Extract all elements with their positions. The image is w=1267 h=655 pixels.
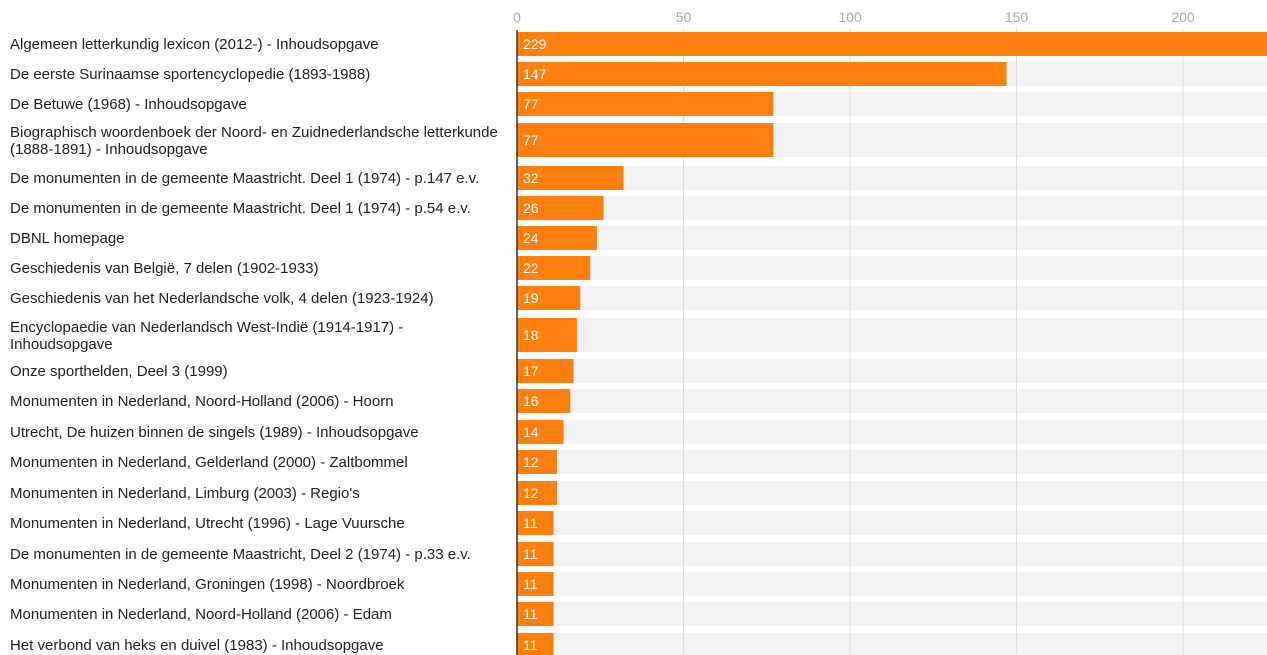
- bar-value-label: 11: [523, 637, 538, 653]
- x-tick-label: 50: [676, 9, 692, 25]
- row-background: [517, 318, 1267, 352]
- row-background: [517, 572, 1267, 596]
- category-label: Monumenten in Nederland, Noord-Holland (…: [10, 393, 394, 410]
- category-label: Geschiedenis van België, 7 delen (1902-1…: [10, 260, 319, 277]
- bar-value-label: 229: [523, 36, 547, 52]
- category-label: Monumenten in Nederland, Groningen (1998…: [10, 576, 405, 593]
- category-label: Geschiedenis van het Nederlandsche volk,…: [10, 290, 434, 307]
- category-label: Encyclopaedie van Nederlandsch West-Indi…: [10, 319, 403, 353]
- category-label: Het verbond van heks en duivel (1983) - …: [10, 637, 384, 654]
- row-background: [517, 226, 1267, 250]
- row-background: [517, 286, 1267, 310]
- bar-value-label: 12: [523, 454, 539, 470]
- x-tick-label: 100: [838, 9, 862, 25]
- x-tick-label: 0: [513, 9, 521, 25]
- bar-value-label: 26: [523, 200, 539, 216]
- bar-value-label: 77: [523, 132, 539, 148]
- category-label: De monumenten in de gemeente Maastricht,…: [10, 546, 471, 563]
- category-label: Onze sporthelden, Deel 3 (1999): [10, 363, 228, 380]
- category-label-layer: Algemeen letterkundig lexicon (2012-) - …: [10, 36, 498, 654]
- bar-value-label: 18: [523, 327, 539, 343]
- bar[interactable]: [517, 32, 1267, 56]
- category-label: De monumenten in de gemeente Maastricht.…: [10, 170, 479, 187]
- category-label: Monumenten in Nederland, Gelderland (200…: [10, 454, 408, 471]
- row-background: [517, 359, 1267, 383]
- bar[interactable]: [517, 62, 1007, 86]
- bar-value-label: 32: [523, 170, 539, 186]
- x-tick-label: 150: [1005, 9, 1029, 25]
- bar-value-label: 11: [523, 576, 538, 592]
- row-background: [517, 450, 1267, 474]
- bar-value-label: 77: [523, 96, 539, 112]
- bar[interactable]: [517, 92, 773, 116]
- bar-value-label: 19: [523, 290, 539, 306]
- bar-value-label: 147: [523, 66, 547, 82]
- row-background: [517, 511, 1267, 535]
- row-background: [517, 481, 1267, 505]
- x-tick-label: 200: [1171, 9, 1195, 25]
- row-background: [517, 602, 1267, 626]
- category-label: DBNL homepage: [10, 230, 125, 247]
- row-background: [517, 420, 1267, 444]
- bar-value-label: 11: [523, 546, 538, 562]
- category-label: Monumenten in Nederland, Noord-Holland (…: [10, 606, 392, 623]
- bar[interactable]: [517, 123, 773, 157]
- bar-value-label: 12: [523, 485, 539, 501]
- row-background: [517, 633, 1267, 655]
- category-label: Biographisch woordenboek der Noord- en Z…: [10, 124, 498, 158]
- category-label: De eerste Surinaamse sportencyclopedie (…: [10, 66, 370, 83]
- row-background: [517, 256, 1267, 280]
- category-label: Algemeen letterkundig lexicon (2012-) - …: [10, 36, 379, 53]
- bar-value-label: 24: [523, 230, 539, 246]
- row-background: [517, 166, 1267, 190]
- category-label: Monumenten in Nederland, Utrecht (1996) …: [10, 515, 405, 532]
- bar-value-label: 17: [523, 363, 539, 379]
- x-tick-label-layer: 0 50 100 150 200: [513, 9, 1195, 25]
- bar-value-label: 16: [523, 393, 539, 409]
- bar-value-label: 22: [523, 260, 539, 276]
- row-background: [517, 389, 1267, 413]
- row-background: [517, 196, 1267, 220]
- category-label: Monumenten in Nederland, Limburg (2003) …: [10, 485, 360, 502]
- row-background: [517, 542, 1267, 566]
- category-label: Utrecht, De huizen binnen de singels (19…: [10, 424, 419, 441]
- bar-value-label: 11: [523, 515, 538, 531]
- category-label: De monumenten in de gemeente Maastricht.…: [10, 200, 471, 217]
- bar-value-label: 14: [523, 424, 539, 440]
- category-label: De Betuwe (1968) - Inhoudsopgave: [10, 96, 247, 113]
- bar-value-label: 11: [523, 606, 538, 622]
